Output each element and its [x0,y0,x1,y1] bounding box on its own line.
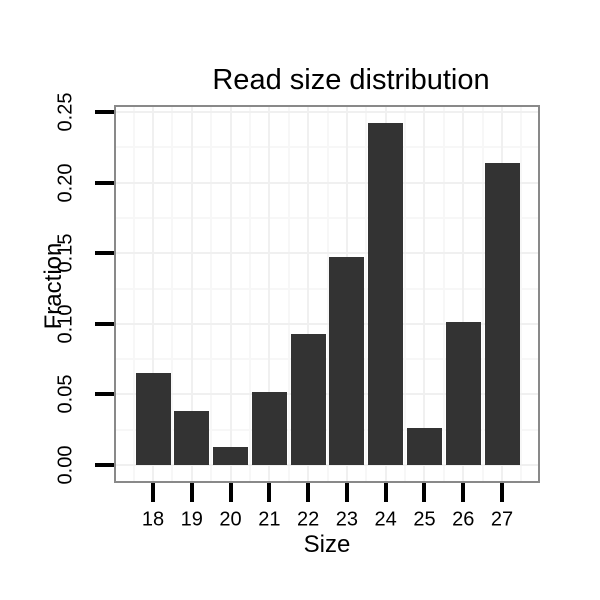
bar [484,162,520,465]
x-axis-tick [383,483,388,502]
gridline-major-horizontal [116,464,538,466]
x-tick-label: 21 [258,508,281,531]
gridline-minor-vertical [442,107,445,481]
y-axis-tick [95,392,114,397]
gridline-minor-vertical [132,107,135,481]
x-tick-label: 27 [490,508,514,531]
gridline-minor-vertical [248,107,251,481]
gridline-major-vertical [152,107,154,481]
y-tick-label: 0.20 [54,163,77,203]
gridline-major-vertical [307,107,310,481]
bar [329,257,365,465]
x-tick-label: 25 [413,508,436,531]
x-tick-label: 19 [180,508,203,531]
x-tick-label: 20 [219,508,242,531]
bar [445,322,481,465]
x-tick-label: 18 [141,508,165,531]
y-axis-tick [95,463,114,467]
x-axis-tick [461,483,466,502]
gridline-minor-horizontal [116,287,538,290]
x-tick-label: 23 [335,508,359,531]
gridline-major-vertical [268,107,271,481]
x-axis-tick [189,483,194,502]
x-axis-tick [344,483,349,502]
bar [290,333,326,465]
gridline-major-horizontal [116,393,538,396]
x-tick-label: 26 [452,508,475,531]
x-axis-tick [267,483,272,502]
x-tick-label: 24 [374,508,397,531]
x-axis-tick [500,483,505,502]
gridline-minor-vertical [481,107,484,481]
gridline-minor-vertical [520,107,523,481]
bar [406,428,442,465]
gridline-major-horizontal [116,252,538,255]
bar [368,123,404,465]
x-axis-tick [151,483,155,502]
x-axis-tick [306,483,311,502]
gridline-minor-horizontal [116,358,538,361]
gridline-minor-vertical [404,107,407,481]
gridline-minor-horizontal [116,428,538,431]
gridline-minor-vertical [210,107,213,481]
gridline-minor-horizontal [116,216,538,219]
gridline-minor-vertical [287,107,290,481]
gridline-minor-vertical [326,107,329,481]
x-axis-tick [228,483,233,502]
y-axis-tick [95,180,114,185]
bar [135,373,171,465]
x-axis-tick [422,483,427,502]
y-axis-tick [95,321,114,326]
gridline-minor-vertical [365,107,368,481]
bar [213,446,249,465]
y-axis-tick [95,110,114,114]
gridline-major-horizontal [116,322,538,325]
y-tick-label: 0.05 [54,374,77,414]
y-tick-label: 0.10 [54,304,77,344]
x-axis-label: Size [303,531,351,558]
gridline-major-horizontal [116,181,538,184]
y-tick-label: 0.25 [54,92,77,132]
gridline-major-vertical [190,107,193,481]
plot-panel [114,105,540,483]
x-tick-label: 22 [296,508,320,531]
y-tick-label: 0.15 [54,233,77,273]
bar [174,411,210,465]
gridline-major-vertical [423,107,426,481]
gridline-major-vertical [229,107,232,481]
chart-title: Read size distribution [212,64,490,96]
gridline-major-horizontal [116,111,538,113]
bar [251,391,287,465]
gridline-minor-vertical [171,107,174,481]
gridline-minor-horizontal [116,146,538,149]
y-tick-label: 0.00 [54,445,77,485]
y-axis-tick [95,251,114,256]
gridline-major-vertical [462,107,465,481]
